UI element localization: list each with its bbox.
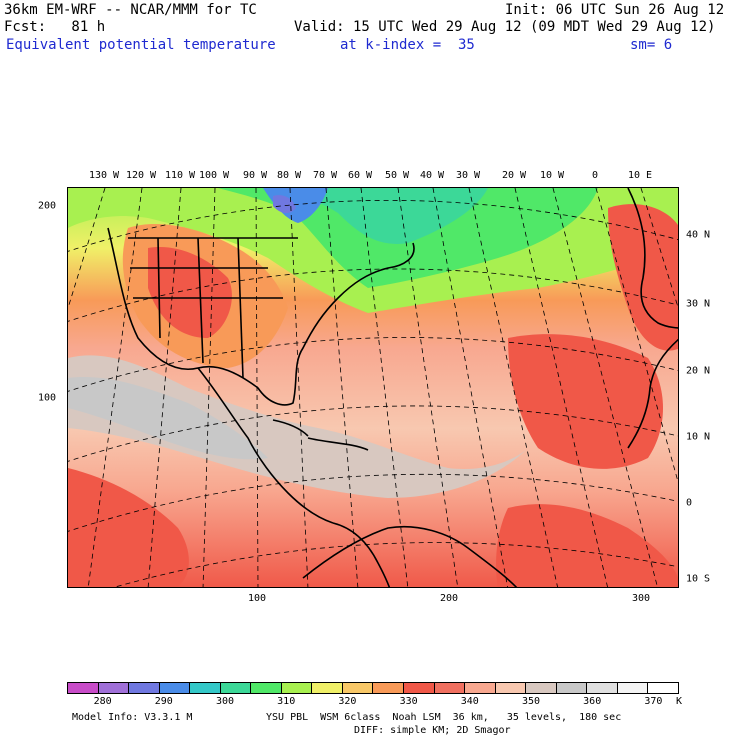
lon-label: 70 W — [312, 170, 338, 181]
colorbar-swatch — [526, 683, 557, 693]
theta-e-map — [68, 188, 678, 587]
colorbar-swatch — [68, 683, 99, 693]
colorbar-swatch — [495, 683, 527, 693]
lat-label: 0 — [686, 497, 693, 509]
colorbar-label: 360 — [583, 696, 602, 707]
lat-label: 10 S — [686, 573, 711, 585]
lon-label: 110 W — [164, 170, 196, 181]
lon-label: 130 W — [88, 170, 120, 181]
colorbar-swatch — [190, 683, 221, 693]
colorbar-label: 290 — [154, 696, 173, 707]
lat-label: 40 N — [686, 229, 711, 241]
colorbar-label: 340 — [460, 696, 479, 707]
grid-y-label: 200 — [38, 200, 57, 212]
colorbar-swatch — [159, 683, 191, 693]
warm-pacific — [68, 468, 189, 587]
lon-label: 10 E — [627, 170, 653, 181]
lat-label: 30 N — [686, 298, 711, 310]
colorbar-swatch — [373, 683, 405, 693]
lon-label: 60 W — [347, 170, 373, 181]
lon-label: 120 W — [125, 170, 157, 181]
gray-tropics — [68, 355, 528, 498]
warm-atlantic — [508, 334, 663, 469]
colorbar-swatch — [312, 683, 343, 693]
lon-label: 90 W — [242, 170, 268, 181]
smoothing-value: sm= 6 — [630, 37, 673, 53]
grid-x-label: 100 — [247, 593, 267, 604]
colorbar-label: 350 — [521, 696, 541, 707]
colorbar-swatch — [434, 683, 466, 693]
lat-label: 20 N — [686, 365, 711, 377]
lat-label: 10 N — [686, 431, 711, 443]
colorbar-unit: K — [675, 696, 683, 707]
colorbar-swatch — [587, 683, 618, 693]
diffusion-info: DIFF: simple KM; 2D Smagor — [354, 725, 511, 736]
lon-label: 30 W — [455, 170, 481, 181]
colorbar-swatch — [404, 683, 435, 693]
lon-label: 100 W — [198, 170, 230, 181]
lon-label: 10 W — [539, 170, 565, 181]
colorbar-label: 280 — [93, 696, 112, 707]
grid-y-label: 100 — [38, 392, 57, 404]
colorbar-swatch — [220, 683, 252, 693]
lon-label: 20 W — [501, 170, 527, 181]
physics-info: YSU PBL WSM 6class Noah LSM 36 km, 35 le… — [266, 712, 622, 723]
colorbar-swatch — [617, 683, 649, 693]
coastlines — [107, 188, 678, 587]
warm-south-atlantic — [496, 504, 678, 587]
colorbar-label: 300 — [215, 696, 235, 707]
lon-label: 0 — [591, 170, 599, 181]
colorbar — [67, 682, 679, 694]
gray-core — [68, 377, 268, 460]
colorbar-swatch — [342, 683, 374, 693]
colorbar-swatch — [98, 683, 130, 693]
colorbar-label: 370 — [644, 696, 663, 707]
band-300 — [268, 188, 488, 244]
colorbar-swatch — [648, 683, 678, 693]
colorbar-label: 310 — [277, 696, 296, 707]
map-panel — [67, 187, 679, 588]
init-time: Init: 06 UTC Sun 26 Aug 12 — [505, 2, 725, 18]
field-name: Equivalent potential temperature — [6, 37, 276, 53]
grid-x-label: 300 — [631, 593, 651, 604]
colorbar-label: 320 — [338, 696, 357, 707]
colorbar-swatch — [129, 683, 160, 693]
graticule — [68, 188, 678, 587]
level-index: at k-index = 35 — [340, 37, 475, 53]
colorbar-swatch — [556, 683, 588, 693]
colorbar-swatch — [465, 683, 496, 693]
colorbar-label: 330 — [399, 696, 418, 707]
colorbar-swatch — [281, 683, 313, 693]
lon-label: 50 W — [384, 170, 410, 181]
model-title: 36km EM-WRF -- NCAR/MMM for TC — [4, 2, 257, 18]
forecast-hour: Fcst: 81 h — [4, 19, 106, 35]
colorbar-swatch — [251, 683, 282, 693]
grid-x-label: 200 — [439, 593, 459, 604]
valid-time: Valid: 15 UTC Wed 29 Aug 12 (09 MDT Wed … — [294, 19, 716, 35]
lon-label: 80 W — [276, 170, 302, 181]
lon-label: 40 W — [419, 170, 445, 181]
model-info: Model Info: V3.3.1 M — [72, 712, 193, 723]
